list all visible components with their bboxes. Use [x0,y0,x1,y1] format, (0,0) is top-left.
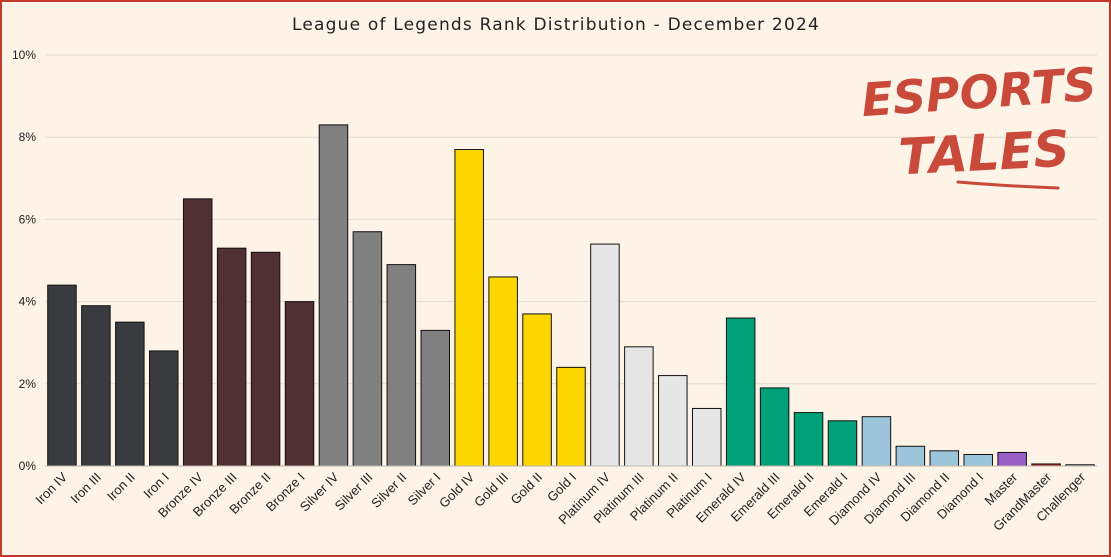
y-tick-label: 6% [19,212,37,226]
bar-iron-i [149,350,179,467]
bar-diamond-i [963,453,993,467]
bar-gold-iv [454,149,484,467]
bar-iron-iv [47,284,77,467]
bar-bronze-iii [216,247,247,467]
bar-diamond-iii [895,445,926,467]
x-tick-label: Gold IV [436,469,477,510]
x-tick-label: Iron II [104,470,138,504]
chart-title: League of Legends Rank Distribution - De… [292,15,820,35]
bar-platinum-iii [624,346,654,467]
y-tick-label: 0% [19,459,37,473]
bar-master [997,451,1027,467]
x-tick-label: Iron IV [32,469,70,507]
bar-silver-iii [352,231,383,467]
x-tick-label: Iron III [67,470,104,507]
y-tick-label: 2% [19,377,37,391]
y-tick-label: 8% [19,130,37,144]
bar-iron-iii [81,305,111,467]
bar-bronze-iv [182,198,213,467]
bar-gold-i [556,366,586,467]
y-axis-ticks: 0% 2% 4% 6% 8% 10% [12,48,36,473]
bar-gold-iii [488,276,518,467]
logo-line-1: ESPORTS [860,57,1098,127]
x-tick-label: Silver II [368,470,409,511]
x-tick-label: Silver III [332,470,376,514]
y-tick-label: 10% [12,48,36,62]
bar-emerald-iii [759,387,790,467]
bar-emerald-ii [793,412,824,467]
logo-underline [956,180,1060,190]
logo-line-2: TALES [897,120,1071,187]
esports-tales-logo: ESPORTS TALES [860,57,1098,190]
bar-diamond-ii [929,450,960,467]
bar-gold-ii [522,313,552,467]
y-tick-label: 4% [19,295,37,309]
bar-silver-i [420,329,451,467]
bar-iron-ii [115,321,145,467]
bar-platinum-iv [590,243,620,467]
bar-emerald-i [827,420,858,467]
bar-diamond-iv [861,416,892,467]
bar-bronze-ii [250,251,281,467]
bars [45,124,1097,467]
bar-platinum-ii [658,375,688,467]
x-tick-label: Gold II [507,470,545,508]
bar-emerald-iv [725,317,756,467]
bar-bronze-i [284,301,315,467]
x-tick-label: Gold III [471,470,511,510]
bar-silver-ii [386,264,417,467]
bar-silver-iv [318,124,349,467]
bar-platinum-i [691,407,722,467]
